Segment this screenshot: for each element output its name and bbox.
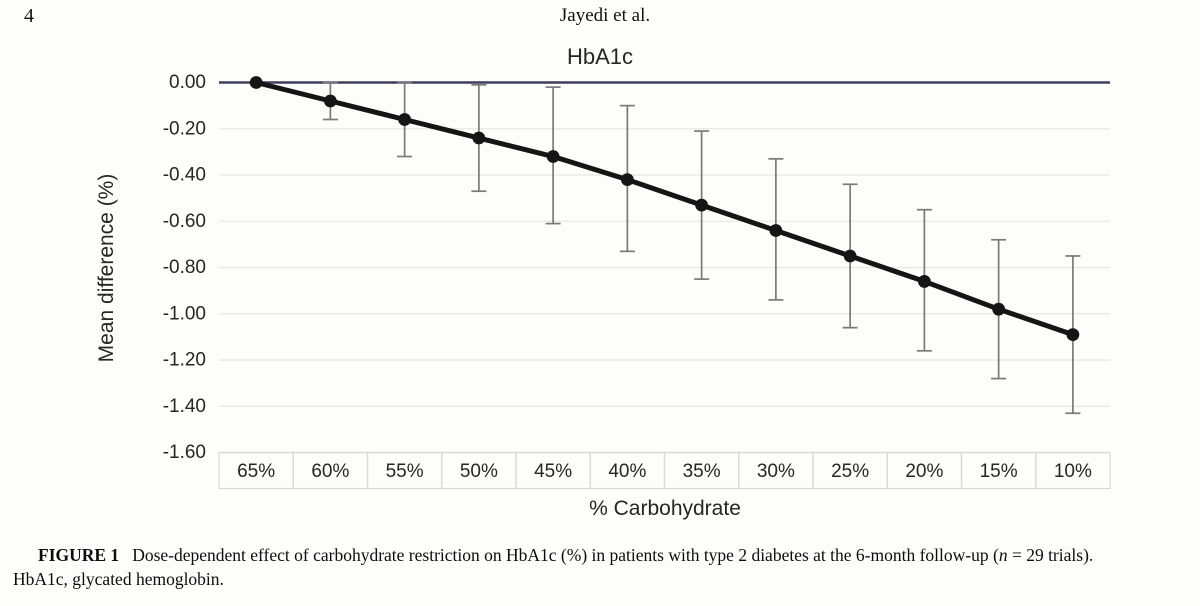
x-category-label: 55% [386,461,424,482]
y-tick-label: -1.20 [163,350,206,371]
figure-label: FIGURE 1 [38,545,120,565]
data-point [472,131,486,145]
y-tick-label: -0.60 [163,211,206,232]
chart-title: HbA1c [566,44,634,69]
data-point [917,275,931,288]
x-category-label: 65% [237,461,275,482]
data-point [249,76,263,89]
running-head: Jayedi et al. [559,5,651,26]
data-point [546,150,560,163]
caption-line-1: FIGURE 1 Dose-dependent effect of carbohy… [13,543,1189,567]
y-tick-label: -0.40 [163,165,206,186]
data-point [398,113,412,126]
x-category-label: 15% [980,461,1018,482]
x-category-label: 30% [757,461,795,482]
data-point [695,198,709,212]
caption-text: Dose-dependent effect of carbohydrate re… [132,545,999,565]
page-number: 4 [24,5,34,27]
data-point [769,224,783,237]
caption-n-symbol: n [998,545,1008,565]
y-tick-label: -1.40 [163,396,206,417]
y-tick-label: -0.80 [163,257,206,278]
x-category-label: 60% [311,461,349,482]
data-point [1066,328,1080,342]
x-category-label: 45% [534,461,572,482]
data-point [843,249,857,263]
y-tick-label: -0.20 [163,118,206,139]
plot-area: 0.00 -0.20 -0.40 -0.60 -0.80 -1.00 -1.20 -1.40 -… [163,72,1111,490]
trend-line [253,80,1076,338]
data-point [620,173,634,187]
x-category-label: 35% [683,461,721,482]
x-category-label: 25% [831,461,869,482]
x-category-label: 40% [608,461,646,482]
y-tick-label: 0.00 [169,72,206,93]
category-cell [1035,451,1111,490]
x-category-label: 50% [460,461,498,482]
data-point [992,302,1006,316]
x-category-label: 20% [905,461,943,482]
caption-text-end: = 29 trials). [1007,545,1094,565]
x-axis-title: % Carbohydrate [589,497,741,520]
figure-caption: FIGURE 1 Dose-dependent effect of carbohy… [13,543,1189,591]
y-tick-label: -1.00 [163,303,206,324]
caption-line-2: HbA1c, glycated hemoglobin. [13,569,224,589]
y-tick-label: -1.60 [163,442,206,463]
data-point [323,94,337,108]
x-category-label: 10% [1054,461,1092,482]
